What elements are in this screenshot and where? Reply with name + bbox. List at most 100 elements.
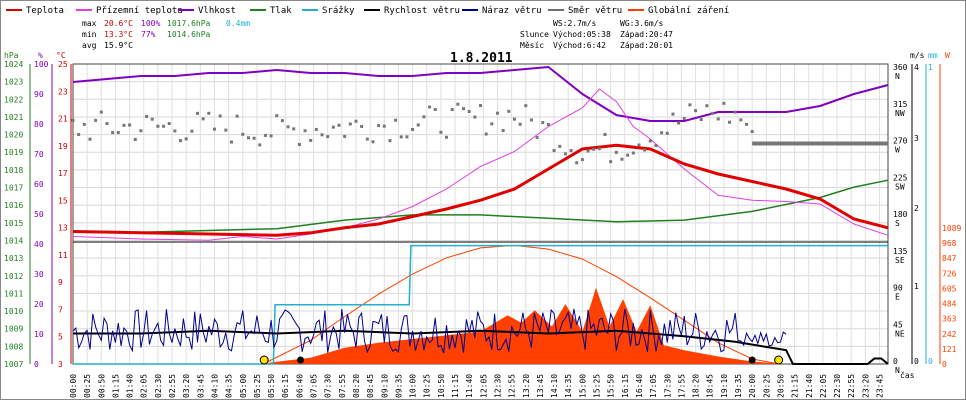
- wind-gust-line: [72, 308, 787, 354]
- x-tick-label: 01:15: [111, 374, 120, 398]
- radiation-tick: 484: [942, 300, 957, 309]
- x-tick-label: 06:15: [281, 374, 290, 398]
- wind-dir-point: [609, 160, 613, 164]
- wind-dir-point: [162, 124, 166, 128]
- wind-dir-compass: N: [895, 366, 900, 375]
- wind-dir-point: [631, 151, 635, 155]
- temperature-tick: 7: [58, 305, 63, 314]
- x-tick-label: 03:20: [182, 374, 191, 398]
- info-block: WS:2.7m/s WG:3.6m/s Slunce Východ:05:38 …: [520, 19, 673, 50]
- moon-rise: Východ:6:42: [553, 41, 606, 50]
- wind-dir-compass: SW: [895, 182, 905, 191]
- radiation-tick: 968: [942, 239, 957, 248]
- x-tick-label: 09:35: [394, 374, 403, 398]
- wind-dir-point: [592, 147, 596, 151]
- legend-label-6: Náraz větru: [482, 6, 542, 16]
- x-tick-label: 13:20: [522, 374, 531, 398]
- wind-gust-info: WG:3.6m/s: [620, 19, 664, 28]
- wind-dir-point: [490, 122, 494, 126]
- wind-dir-point: [445, 135, 449, 139]
- x-tick-label: 20:25: [762, 374, 771, 398]
- pressure-tick: 1012: [4, 272, 23, 281]
- wind-dir-compass: W: [895, 146, 900, 155]
- humidity-tick: 60: [34, 180, 44, 189]
- x-tick-label: 15:25: [593, 374, 602, 398]
- wind-dir-point: [665, 131, 669, 135]
- wind-dir-point: [150, 117, 154, 121]
- wind-dir-point: [184, 137, 188, 141]
- humidity-axis-unit: %: [38, 51, 43, 60]
- wind-dir-point: [111, 131, 115, 135]
- wind-dir-point: [682, 116, 686, 120]
- x-tick-label: 14:35: [564, 374, 573, 398]
- wind-dir-point: [309, 138, 313, 142]
- wind-dir-point: [139, 129, 143, 133]
- wind-dir-point: [580, 158, 584, 162]
- series: [71, 65, 889, 365]
- wind-dir-point: [546, 122, 550, 126]
- x-tick-label: 04:10: [210, 374, 219, 398]
- x-tick-label: 02:05: [140, 374, 149, 398]
- wind-dir-point: [512, 117, 516, 121]
- x-tick-label: 08:45: [366, 374, 375, 398]
- legend-label-4: Srážky: [322, 6, 355, 16]
- wind-dir-point: [462, 107, 466, 111]
- stat-max-hum: 100%: [141, 19, 160, 28]
- wind-dir-point: [269, 134, 273, 138]
- wind-dir-tick: 90: [893, 284, 903, 293]
- wind-speed-axis-unit: m/s: [910, 51, 925, 60]
- sun-rise: Východ:05:38: [553, 30, 611, 39]
- sun-set: Západ:20:47: [620, 30, 673, 39]
- wind-dir-tick: 315: [893, 100, 908, 109]
- humidity-tick: 70: [34, 150, 44, 159]
- radiation-tick: 1089: [942, 224, 961, 233]
- x-tick-label: 18:45: [706, 374, 715, 398]
- wind-dir-point: [745, 122, 749, 126]
- wind-dir-point: [218, 114, 222, 118]
- wind-dir-point: [314, 127, 318, 131]
- sun-label: Slunce: [520, 30, 549, 39]
- wind-dir-point: [552, 149, 556, 153]
- x-tick-label: 12:05: [479, 374, 488, 398]
- pressure-tick: 1015: [4, 219, 23, 228]
- rain-tick: 1: [928, 63, 933, 72]
- wind-dir-point: [428, 105, 432, 109]
- wind-dir-point: [728, 120, 732, 124]
- wind-dir-point: [688, 103, 692, 107]
- wind-dir-point: [286, 125, 290, 129]
- stat-min-hum: 77%: [141, 30, 156, 39]
- wind-dir-point: [235, 114, 239, 118]
- wind-dir-point: [394, 118, 398, 122]
- pressure-tick: 1011: [4, 289, 23, 298]
- wind-dir-point: [507, 109, 511, 113]
- temperature-tick: 5: [58, 333, 63, 342]
- wind-dir-point: [145, 115, 149, 119]
- wind-dir-point: [388, 139, 392, 143]
- wind-dir-point: [82, 122, 86, 126]
- wind-dir-tick: 180: [893, 210, 908, 219]
- x-tick-label: 05:00: [239, 374, 248, 398]
- temperature-tick: 3: [58, 360, 63, 369]
- x-tick-label: 19:35: [734, 374, 743, 398]
- wind-dir-point: [280, 119, 284, 123]
- x-tick-label: 10:25: [423, 374, 432, 398]
- pressure-tick: 1021: [4, 113, 23, 122]
- legend-label-2: Vlhkost: [198, 6, 236, 16]
- stat-max-label: max: [82, 19, 97, 28]
- legend-label-0: Teplota: [26, 6, 64, 16]
- radiation-tick: 242: [942, 330, 957, 339]
- x-tick-label: 07:05: [310, 374, 319, 398]
- x-tick-label: 16:15: [621, 374, 630, 398]
- wind-dir-point: [586, 149, 590, 153]
- wind-dir-point: [360, 124, 364, 128]
- wind-dir-point: [597, 147, 601, 151]
- stat-min-temp: 13.3°C: [104, 30, 133, 39]
- wind-dir-point: [660, 131, 664, 135]
- wind-dir-point: [99, 110, 103, 114]
- wind-dir-point: [620, 157, 624, 161]
- temperature-tick: 19: [58, 142, 68, 151]
- temperature-tick: 9: [58, 278, 63, 287]
- rain-tick: 0: [928, 357, 933, 366]
- wind-speed-tick: 4: [914, 63, 919, 72]
- x-tick-label: 22:55: [847, 374, 856, 398]
